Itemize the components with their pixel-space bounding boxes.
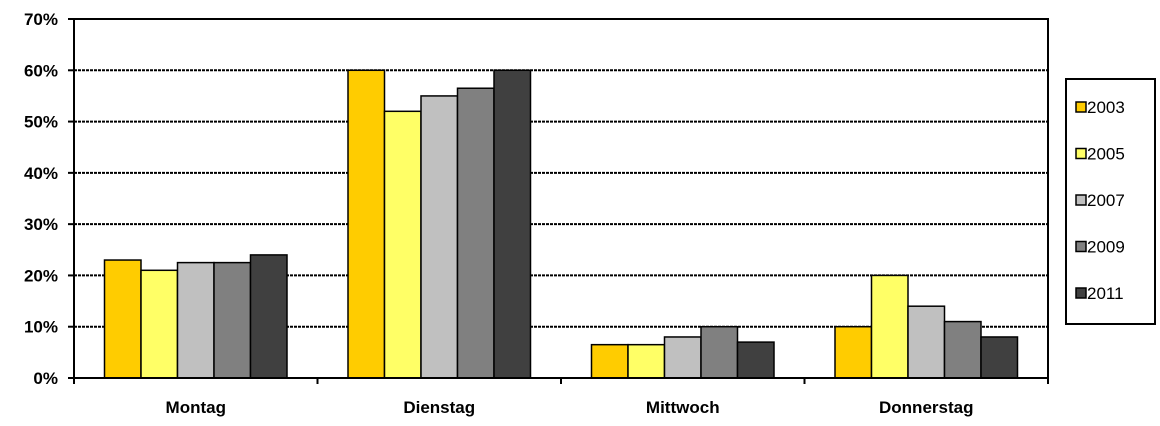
y-tick-label: 0% — [33, 369, 58, 388]
bar-2009-donnerstag — [943, 320, 982, 379]
bar-2009-mittwoch — [700, 325, 739, 379]
x-tick-label: Mittwoch — [646, 398, 720, 417]
bar-2007-mittwoch — [663, 336, 702, 379]
bar-2007-donnerstag — [907, 305, 946, 379]
bar-2005-donnerstag — [870, 274, 909, 379]
bar-2005-mittwoch — [627, 343, 666, 379]
y-tick-label: 10% — [24, 318, 58, 337]
bar-2003-mittwoch — [590, 343, 629, 379]
legend-swatch — [1075, 240, 1087, 253]
legend-label: 2011 — [1087, 284, 1124, 303]
y-tick-label: 60% — [24, 61, 58, 80]
legend-label: 2005 — [1087, 145, 1125, 164]
bar-2007-montag — [176, 261, 215, 379]
axes: 0% 10% 20% 30% 40% 50% 60% 70% Montag Dienstag Mit… — [24, 10, 1049, 417]
bar-2007-dienstag — [420, 95, 459, 379]
bar-2009-montag — [213, 261, 252, 379]
legend-swatch — [1075, 287, 1087, 299]
y-tick-label: 40% — [24, 164, 58, 183]
legend-label: 2003 — [1087, 98, 1125, 117]
legend: 2003 2005 2007 2009 2011 — [1065, 78, 1156, 325]
x-tick-label: Montag — [166, 398, 226, 417]
bar-2003-donnerstag — [834, 325, 873, 379]
legend-swatch — [1075, 194, 1087, 206]
bar-2009-dienstag — [456, 87, 495, 379]
y-tick-label: 50% — [24, 113, 58, 132]
legend-swatch — [1075, 147, 1087, 160]
bars — [103, 69, 1019, 379]
bar-2005-montag — [140, 269, 179, 379]
x-tick-label: Dienstag — [403, 398, 475, 417]
legend-box — [1065, 78, 1156, 325]
bar-2003-dienstag — [347, 69, 386, 379]
y-tick-label: 20% — [24, 266, 58, 285]
bar-2005-dienstag — [383, 110, 422, 379]
y-tick-label: 70% — [24, 10, 58, 29]
x-tick-label: Donnerstag — [879, 398, 973, 417]
bar-2011-montag — [249, 254, 288, 379]
bar-2011-mittwoch — [736, 341, 775, 379]
legend-label: 2009 — [1087, 238, 1125, 257]
legend-swatch — [1075, 101, 1087, 113]
bar-2011-dienstag — [493, 69, 532, 379]
y-tick-label: 30% — [24, 215, 58, 234]
legend-label: 2007 — [1087, 191, 1125, 210]
bar-2003-montag — [103, 259, 142, 379]
bar-2011-donnerstag — [980, 336, 1019, 379]
